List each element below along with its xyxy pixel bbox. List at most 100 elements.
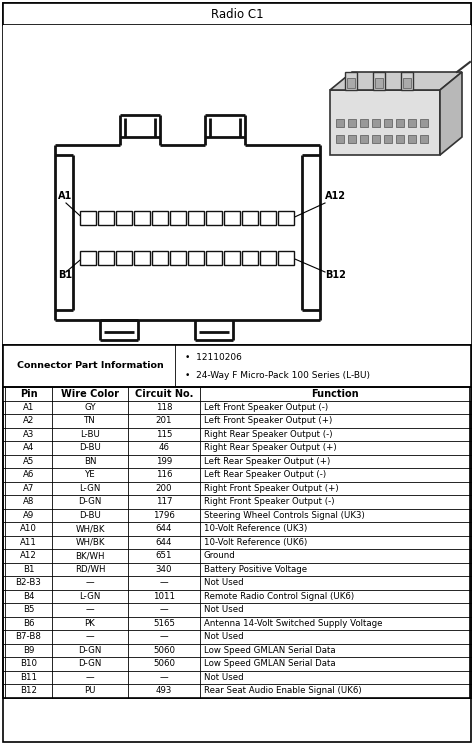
Bar	[81, 211, 97, 225]
Text: Not Used: Not Used	[204, 605, 244, 614]
Text: Right Front Speaker Output (+): Right Front Speaker Output (+)	[204, 484, 338, 492]
Text: 116: 116	[156, 470, 172, 479]
Bar	[279, 211, 294, 225]
Bar	[3, 25, 471, 345]
Bar	[153, 211, 168, 225]
Text: Not Used: Not Used	[204, 578, 244, 587]
Text: B6: B6	[23, 619, 34, 628]
Text: B7-B8: B7-B8	[16, 633, 41, 641]
Text: Antenna 14-Volt Switched Supply Voltage: Antenna 14-Volt Switched Supply Voltage	[204, 619, 383, 628]
Text: D-GN: D-GN	[78, 646, 102, 655]
Bar	[279, 251, 294, 265]
Bar	[135, 251, 151, 265]
Text: Circuit No.: Circuit No.	[135, 389, 193, 399]
Text: D-GN: D-GN	[78, 659, 102, 668]
Text: 651: 651	[156, 551, 172, 560]
Text: B11: B11	[20, 673, 37, 682]
Bar	[336, 135, 344, 143]
Text: B9: B9	[23, 646, 34, 655]
Text: 199: 199	[156, 457, 172, 466]
Text: A8: A8	[23, 497, 34, 507]
Text: Left Front Speaker Output (+): Left Front Speaker Output (+)	[204, 416, 332, 425]
Text: A6: A6	[23, 470, 34, 479]
Bar	[189, 211, 204, 225]
Bar	[243, 251, 258, 265]
Text: BN: BN	[84, 457, 96, 466]
Text: B1: B1	[23, 565, 34, 574]
Text: B12: B12	[20, 686, 37, 695]
Text: Function: Function	[310, 389, 358, 399]
Text: A9: A9	[23, 511, 34, 520]
Text: A4: A4	[23, 443, 34, 452]
Text: •  24-Way F Micro-Pack 100 Series (L-BU): • 24-Way F Micro-Pack 100 Series (L-BU)	[185, 371, 370, 380]
Text: A5: A5	[23, 457, 34, 466]
Bar	[336, 119, 344, 127]
Text: D-GN: D-GN	[78, 497, 102, 507]
Text: 10-Volt Reference (UK3): 10-Volt Reference (UK3)	[204, 524, 307, 533]
Text: Battery Positive Voltage: Battery Positive Voltage	[204, 565, 307, 574]
Text: A3: A3	[23, 430, 34, 439]
Text: B10: B10	[20, 659, 37, 668]
Bar	[3, 387, 471, 401]
Bar	[372, 135, 380, 143]
Text: Not Used: Not Used	[204, 633, 244, 641]
Text: Rear Seat Audio Enable Signal (UK6): Rear Seat Audio Enable Signal (UK6)	[204, 686, 362, 695]
Text: 46: 46	[158, 443, 170, 452]
Text: Ground: Ground	[204, 551, 236, 560]
Text: Left Rear Speaker Output (-): Left Rear Speaker Output (-)	[204, 470, 326, 479]
Bar	[117, 251, 133, 265]
Text: Low Speed GMLAN Serial Data: Low Speed GMLAN Serial Data	[204, 659, 336, 668]
Text: Right Rear Speaker Output (-): Right Rear Speaker Output (-)	[204, 430, 332, 439]
Bar	[207, 211, 222, 225]
Bar	[3, 387, 471, 697]
Text: Connector Part Information: Connector Part Information	[17, 361, 164, 370]
Bar	[420, 135, 428, 143]
Text: 493: 493	[156, 686, 172, 695]
Text: PU: PU	[84, 686, 96, 695]
Text: Pin: Pin	[20, 389, 37, 399]
Text: 201: 201	[156, 416, 172, 425]
Bar	[384, 119, 392, 127]
Text: Right Rear Speaker Output (+): Right Rear Speaker Output (+)	[204, 443, 337, 452]
Text: B12: B12	[325, 270, 346, 280]
Text: B5: B5	[23, 605, 34, 614]
Text: A10: A10	[20, 524, 37, 533]
Bar	[117, 211, 133, 225]
Text: 10-Volt Reference (UK6): 10-Volt Reference (UK6)	[204, 538, 307, 547]
Bar	[135, 211, 151, 225]
Text: A12: A12	[20, 551, 37, 560]
Text: —: —	[86, 605, 94, 614]
Bar	[396, 119, 404, 127]
Bar	[153, 251, 168, 265]
Bar	[348, 119, 356, 127]
Text: •  12110206: • 12110206	[185, 353, 242, 362]
Text: Radio C1: Radio C1	[210, 7, 264, 21]
Bar	[347, 78, 355, 88]
Text: WH/BK: WH/BK	[75, 538, 105, 547]
Text: B2-B3: B2-B3	[16, 578, 41, 587]
Bar	[396, 135, 404, 143]
Polygon shape	[330, 72, 462, 90]
Bar	[261, 211, 276, 225]
Text: A7: A7	[23, 484, 34, 492]
Text: A2: A2	[23, 416, 34, 425]
Text: WH/BK: WH/BK	[75, 524, 105, 533]
Text: Right Front Speaker Output (-): Right Front Speaker Output (-)	[204, 497, 335, 507]
Text: 340: 340	[156, 565, 172, 574]
Text: —: —	[86, 578, 94, 587]
Text: GY: GY	[84, 403, 96, 412]
Bar	[189, 251, 204, 265]
Text: —: —	[86, 673, 94, 682]
Text: 644: 644	[156, 524, 172, 533]
Text: 115: 115	[156, 430, 172, 439]
Bar	[345, 72, 357, 90]
Text: Remote Radio Control Signal (UK6): Remote Radio Control Signal (UK6)	[204, 592, 354, 600]
Bar	[3, 345, 471, 387]
Text: BK/WH: BK/WH	[75, 551, 105, 560]
Bar	[375, 78, 383, 88]
Text: D-BU: D-BU	[79, 443, 101, 452]
Text: L-GN: L-GN	[79, 592, 100, 600]
Bar	[408, 135, 416, 143]
Text: B4: B4	[23, 592, 34, 600]
Text: —: —	[160, 633, 168, 641]
